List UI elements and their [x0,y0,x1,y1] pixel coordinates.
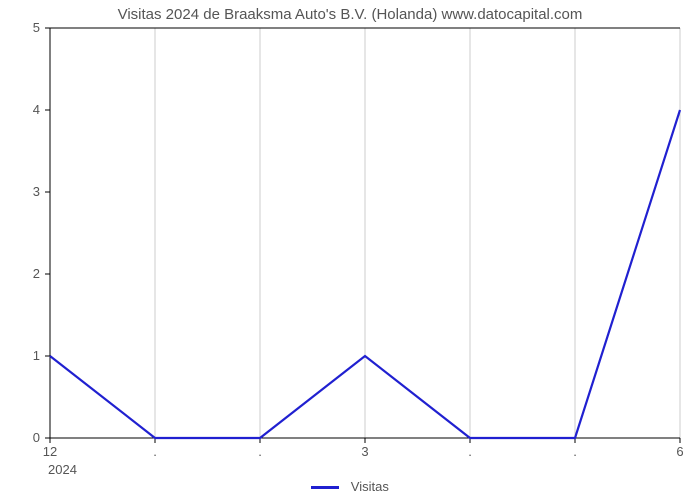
plot-svg: 01234512..3..6 [50,28,680,438]
svg-text:3: 3 [33,184,40,199]
chart-title: Visitas 2024 de Braaksma Auto's B.V. (Ho… [0,6,700,23]
svg-text:2: 2 [33,266,40,281]
svg-text:5: 5 [33,20,40,35]
plot-area: 01234512..3..6 [50,28,680,438]
legend-swatch [311,486,339,489]
svg-text:4: 4 [33,102,40,117]
svg-text:12: 12 [43,444,57,459]
svg-text:.: . [258,444,262,459]
svg-text:3: 3 [361,444,368,459]
svg-text:1: 1 [33,348,40,363]
legend-label: Visitas [351,479,389,494]
chart-container: Visitas 2024 de Braaksma Auto's B.V. (Ho… [0,0,700,500]
svg-text:6: 6 [676,444,683,459]
svg-text:0: 0 [33,430,40,445]
svg-text:.: . [573,444,577,459]
legend: Visitas [0,479,700,494]
svg-text:.: . [153,444,157,459]
svg-text:.: . [468,444,472,459]
x-sub-label: 2024 [48,462,77,477]
